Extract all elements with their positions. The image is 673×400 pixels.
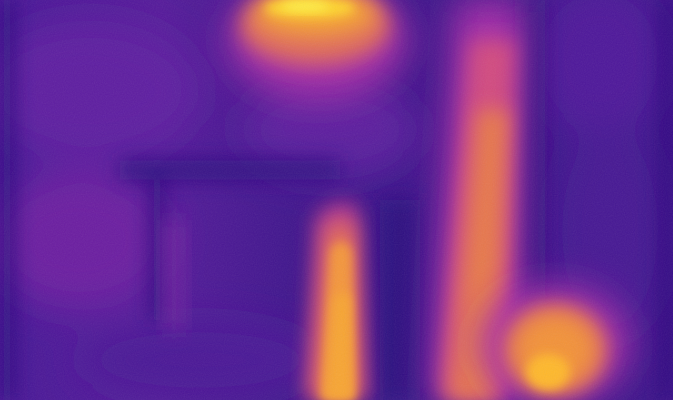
thermal-image (0, 0, 673, 400)
thermal-heatmap (0, 0, 673, 400)
sensor-noise (0, 0, 673, 400)
